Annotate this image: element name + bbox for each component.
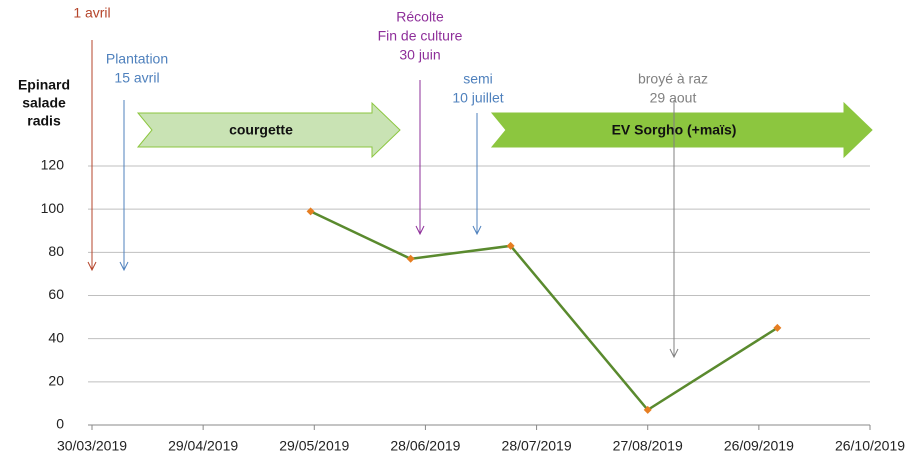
- y-tick-label: 120: [41, 157, 65, 173]
- annotation-text: Plantation: [106, 51, 168, 67]
- annotation-text: 15 avril: [114, 70, 159, 86]
- chart: 0 20 40 60 80 100 120 30/03/2019 29/04/2019 29/05…: [0, 0, 910, 457]
- x-tick-label: 26/09/2019: [724, 438, 794, 454]
- annotation-text: Récolte: [396, 9, 444, 25]
- x-tick-label: 29/04/2019: [168, 438, 238, 454]
- annotation-text: broyé à raz: [638, 71, 708, 87]
- x-tick-label: 27/08/2019: [613, 438, 683, 454]
- annotation-text: 29 aout: [650, 90, 697, 106]
- phase-label: courgette: [229, 122, 293, 138]
- series-line: [311, 211, 778, 410]
- x-tick-label: 29/05/2019: [279, 438, 349, 454]
- annotation-text: 10 juillet: [452, 90, 503, 106]
- side-label: Epinard: [18, 77, 70, 93]
- y-tick-label: 100: [41, 200, 65, 216]
- annotation-text: 30 juin: [399, 47, 440, 63]
- y-tick-label: 60: [48, 286, 64, 302]
- annotation-text: Fin de culture: [378, 28, 463, 44]
- y-tick-label: 20: [48, 373, 64, 389]
- x-tick-label: 28/06/2019: [390, 438, 460, 454]
- y-tick-label: 80: [48, 243, 64, 259]
- annotation-text: semi: [463, 71, 493, 87]
- x-tick-label: 30/03/2019: [57, 438, 127, 454]
- marker: [407, 255, 415, 263]
- x-tick-label: 26/10/2019: [835, 438, 905, 454]
- side-label: radis: [27, 113, 61, 129]
- marker: [307, 207, 315, 215]
- y-tick-label: 0: [56, 416, 64, 432]
- y-tick-label: 40: [48, 329, 64, 345]
- x-tick-label: 28/07/2019: [502, 438, 572, 454]
- side-label: salade: [22, 95, 66, 111]
- annotation-text: 1 avril: [73, 5, 110, 21]
